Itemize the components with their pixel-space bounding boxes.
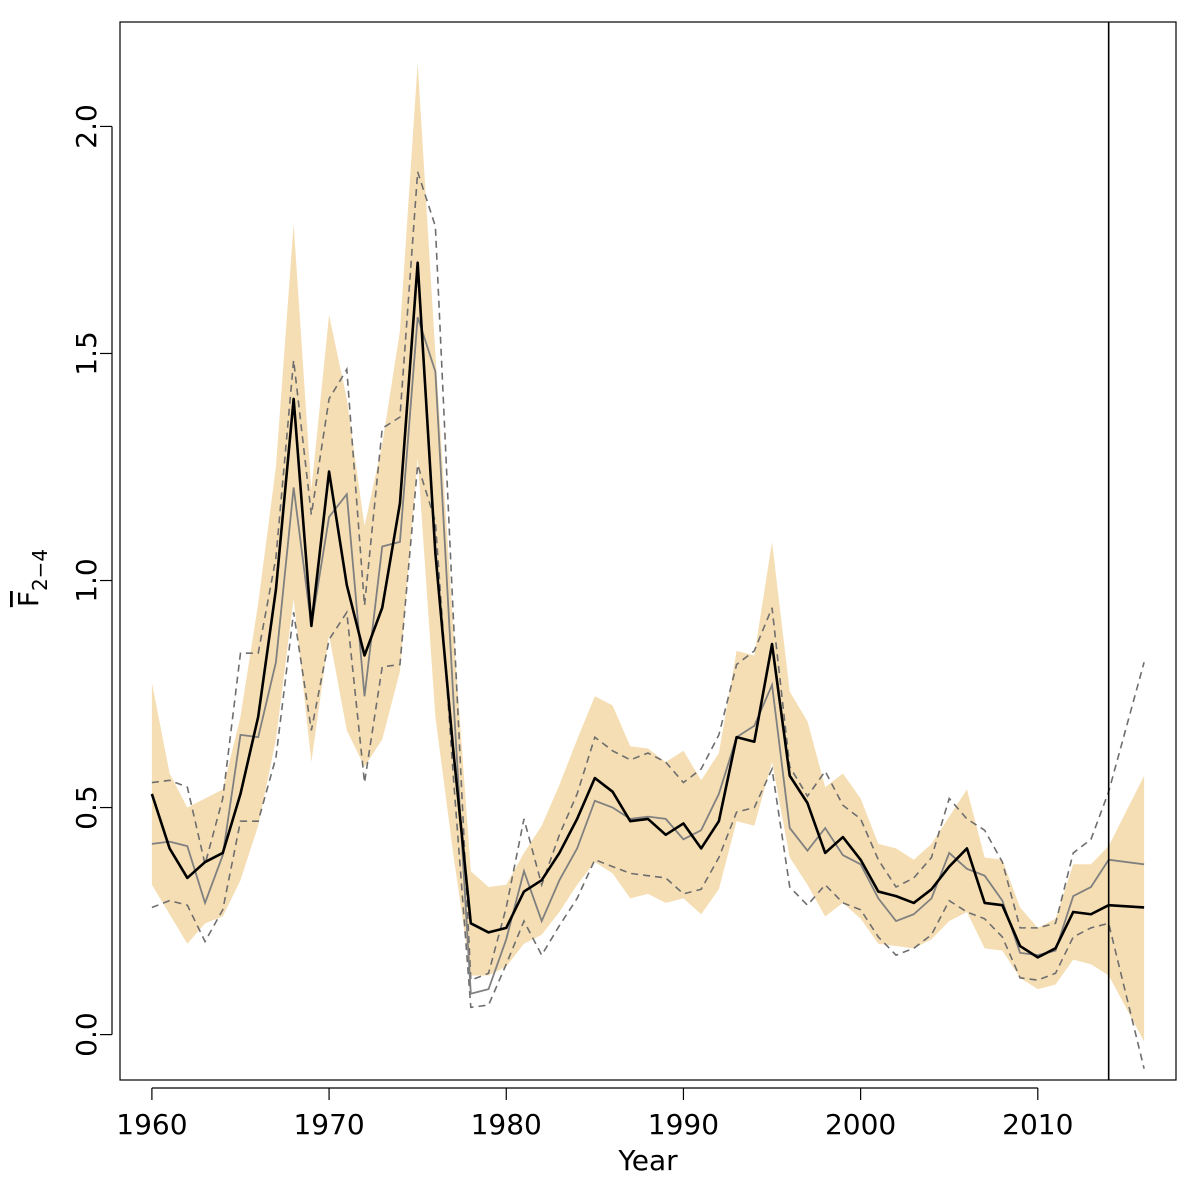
y-axis-title-main: F <box>12 591 45 607</box>
y-axis-title: F2−4 <box>12 549 52 607</box>
estimate-line <box>150 261 1145 959</box>
y-tick-label: 0.5 <box>70 785 103 830</box>
confidence-band <box>151 62 1145 1042</box>
x-tick-label: 2000 <box>825 1108 896 1141</box>
y-tick-label: 2.0 <box>70 104 103 149</box>
x-tick-label: 1990 <box>648 1108 719 1141</box>
plot-area <box>150 22 1145 1080</box>
plot-frame <box>119 21 1177 1081</box>
comparison-upper-line <box>151 171 1145 982</box>
y-tick-label: 0.0 <box>70 1012 103 1057</box>
x-tick-label: 1960 <box>116 1108 187 1141</box>
x-axis-title: Year <box>617 1144 678 1177</box>
y-tick-label: 1.0 <box>70 558 103 603</box>
y-tick-label: 1.5 <box>70 331 103 376</box>
y-axis-title-subscript: 2−4 <box>28 549 52 591</box>
x-tick-label: 1970 <box>293 1108 364 1141</box>
axes: 1960 1970 1980 1990 2000 2010 0.0 0.5 1.0 1.5 2.0 <box>70 104 1073 1141</box>
x-tick-label: 1980 <box>471 1108 542 1141</box>
comparison-lower-line <box>151 464 1145 1069</box>
x-tick-label: 2010 <box>1002 1108 1073 1141</box>
